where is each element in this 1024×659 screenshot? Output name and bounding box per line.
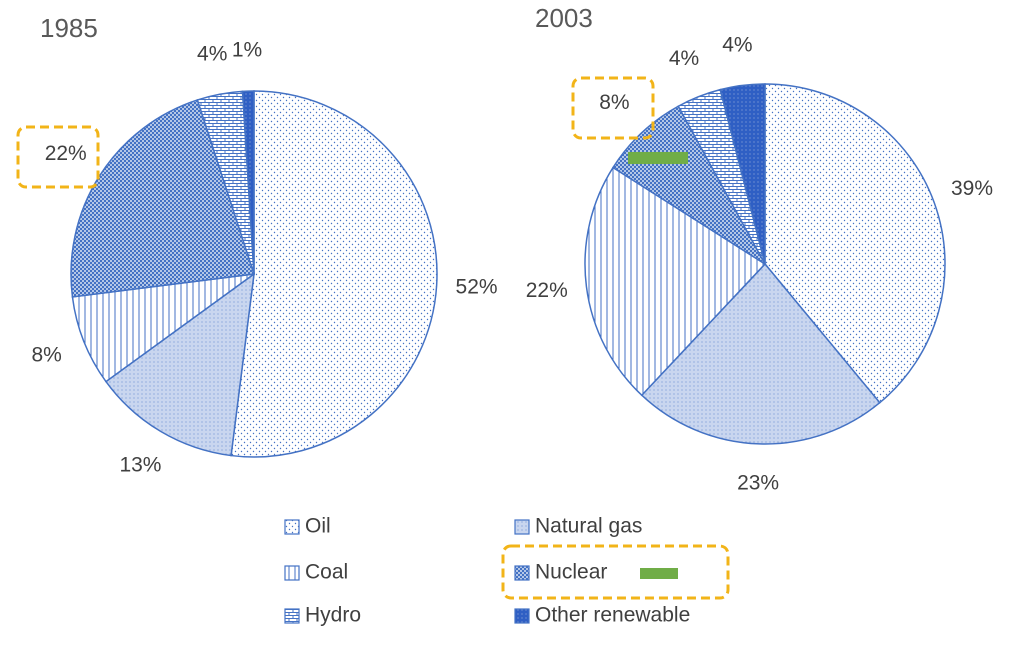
data-label: 22% <box>526 279 568 302</box>
chart-title: 2003 <box>535 3 593 33</box>
pie-slice <box>611 105 766 265</box>
legend-label: Coal <box>305 561 348 584</box>
pie-slice <box>640 262 881 445</box>
legend-label: Oil <box>305 515 331 538</box>
data-label: 39% <box>951 177 993 200</box>
data-label: 4% <box>722 33 752 56</box>
data-label: 52% <box>456 276 498 299</box>
pie-slice <box>230 90 438 458</box>
highlight-box <box>571 76 655 140</box>
pie-slice <box>70 99 255 298</box>
pie-slice <box>104 272 255 457</box>
legend-label: Natural gas <box>535 515 642 538</box>
annotation-marker <box>628 152 688 164</box>
legend-swatch <box>284 608 300 624</box>
highlight-box <box>501 544 730 600</box>
pie-slice <box>764 83 946 404</box>
legend-swatch <box>284 519 300 535</box>
chart-title: 1985 <box>40 13 98 43</box>
data-label: 22% <box>45 142 87 165</box>
pie-slice <box>719 83 766 265</box>
pie-slice <box>71 273 255 383</box>
data-label: 8% <box>31 344 61 367</box>
legend-swatch <box>514 519 530 535</box>
legend-label: Hydro <box>305 604 361 627</box>
pie-slice <box>241 90 255 275</box>
data-label: 8% <box>599 91 629 114</box>
legend-label: Nuclear <box>535 561 607 584</box>
highlight-box <box>16 125 100 189</box>
data-label: 13% <box>119 453 161 476</box>
legend-swatch <box>514 608 530 624</box>
data-label: 23% <box>737 471 779 494</box>
legend-swatch <box>284 565 300 581</box>
pie-slice <box>584 166 767 397</box>
annotation-marker <box>640 568 678 579</box>
legend-label: Other renewable <box>535 604 690 627</box>
legend-swatch <box>514 565 530 581</box>
data-label: 4% <box>197 42 227 65</box>
data-label: 1% <box>232 39 262 62</box>
data-label: 4% <box>669 47 699 70</box>
